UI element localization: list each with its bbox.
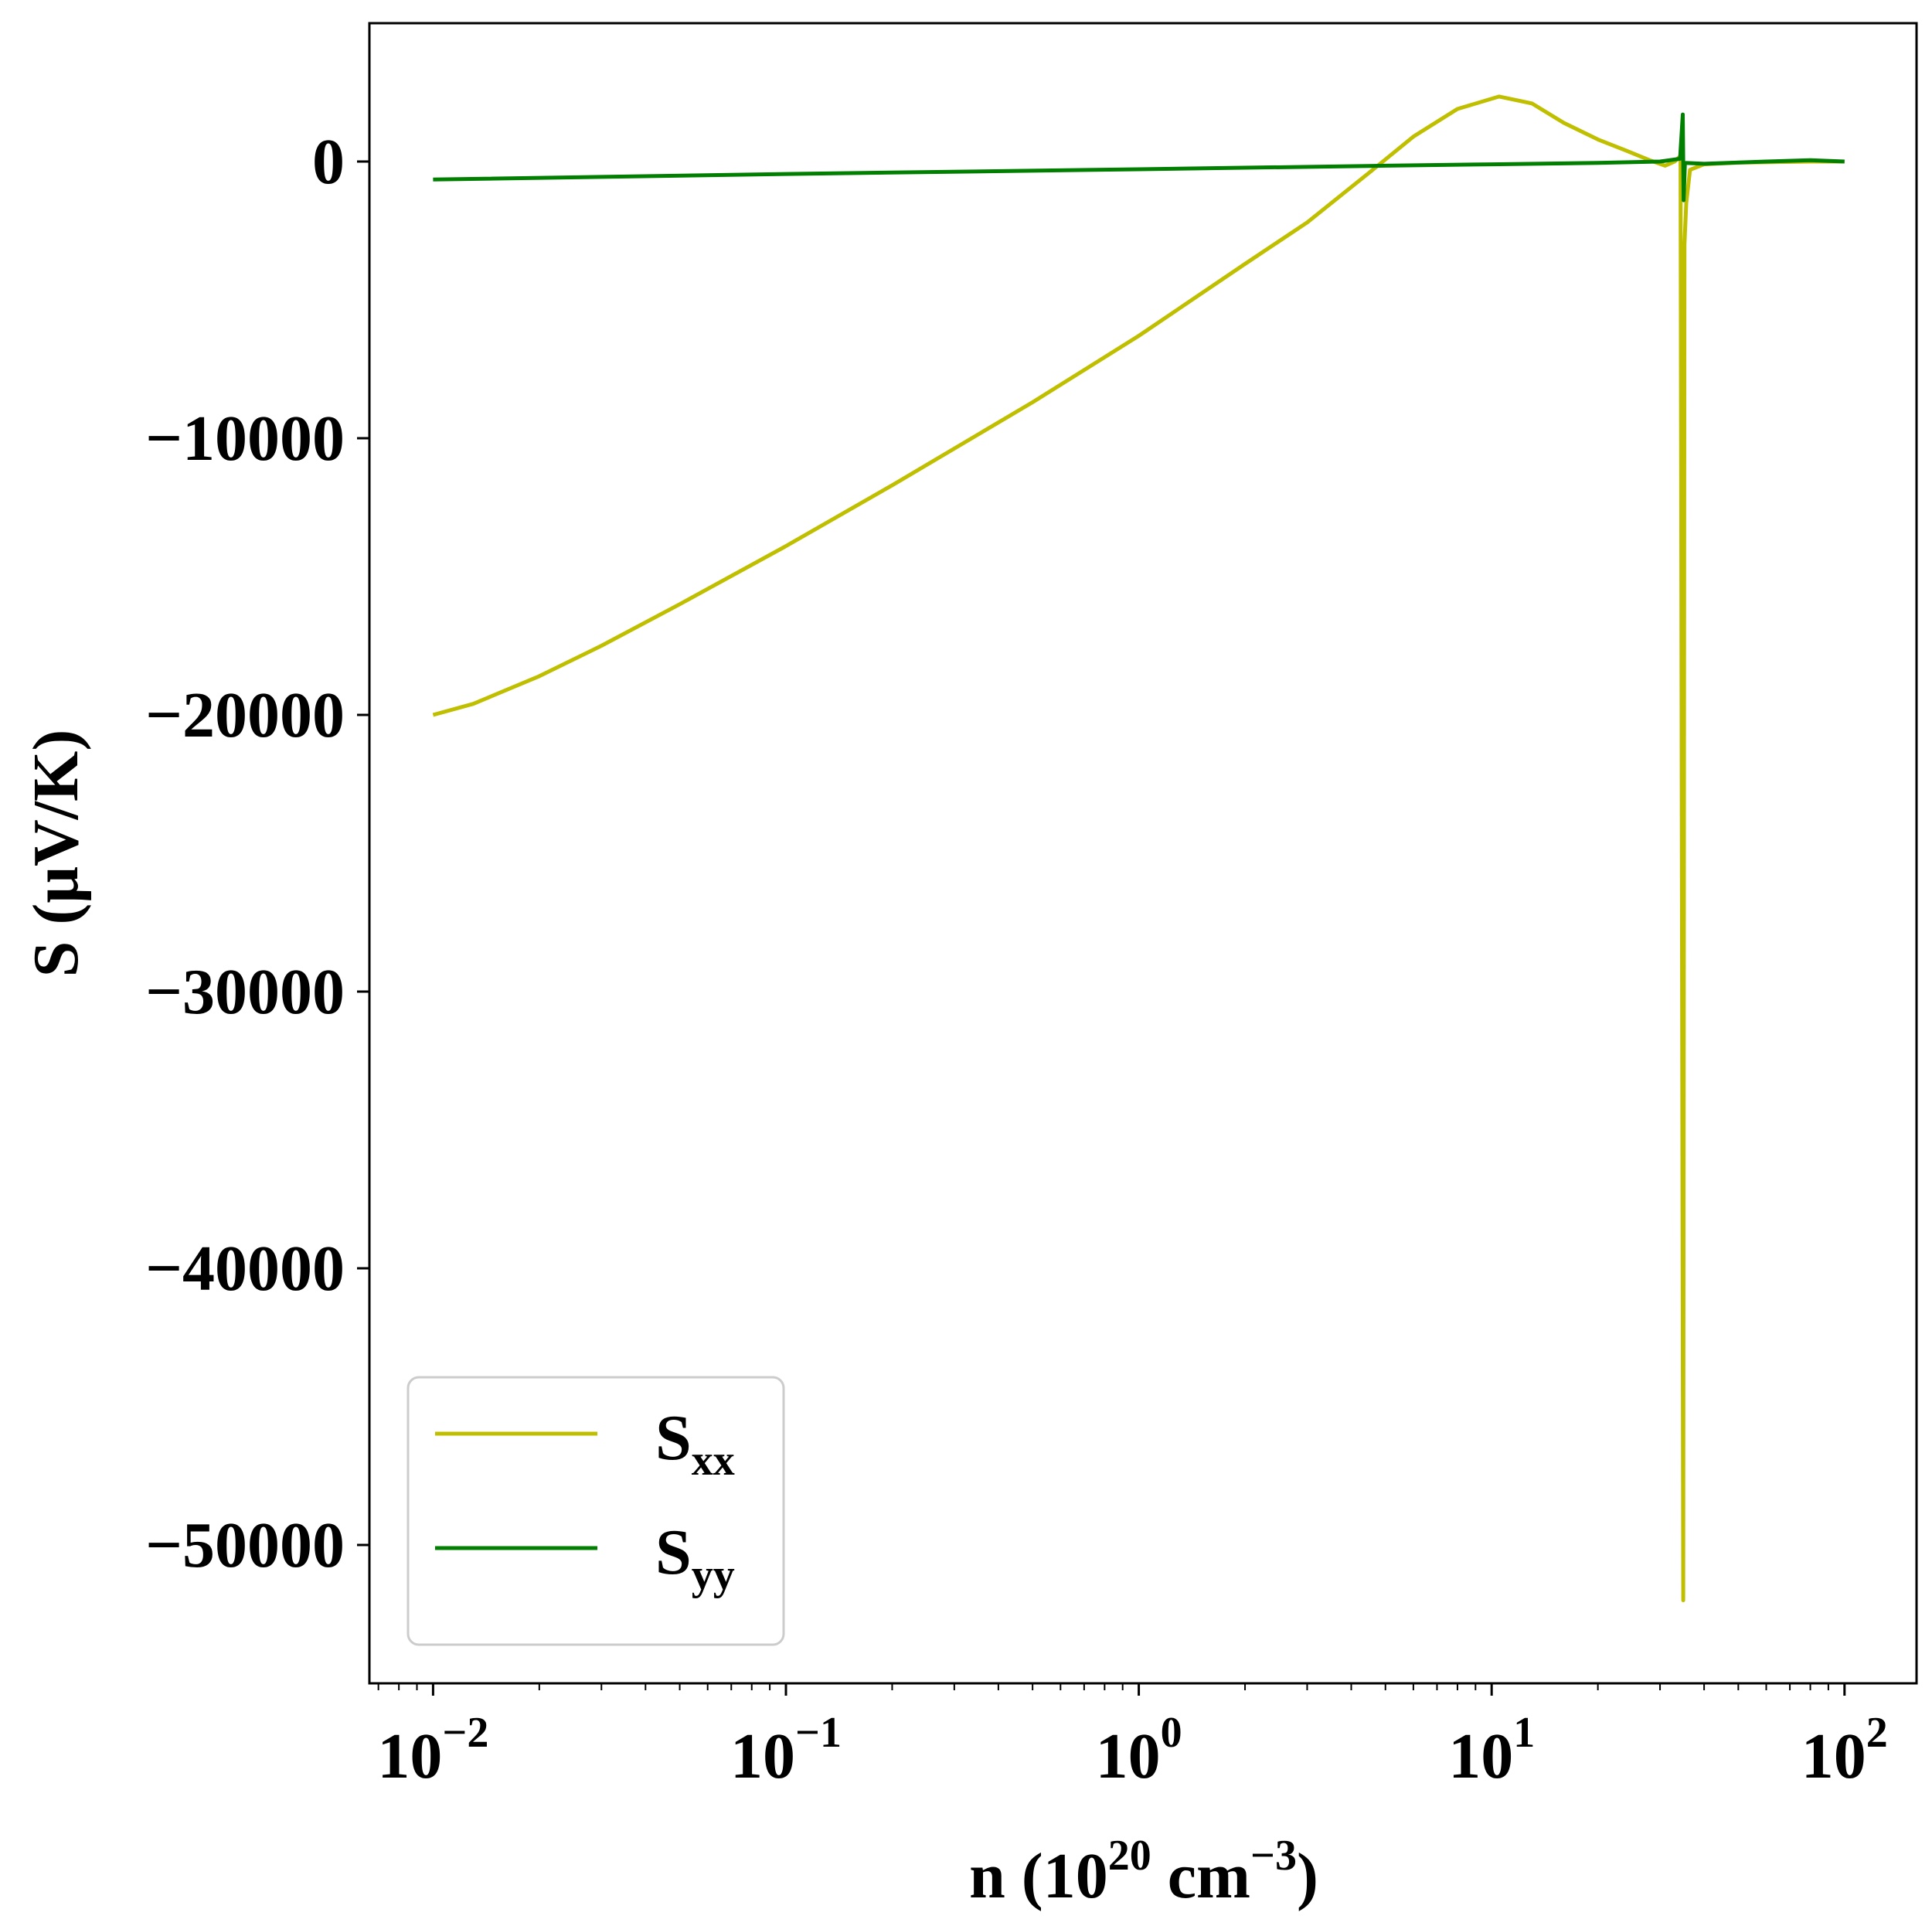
legend-label-sxx-sub: xx: [692, 1437, 735, 1485]
y-tick-label: −20000: [145, 679, 345, 751]
legend-label-sxx-base: S: [655, 1402, 692, 1474]
y-tick-label: −30000: [145, 956, 345, 1028]
y-tick-label: −40000: [145, 1233, 345, 1305]
x-axis-label-exp1: 20: [1108, 1832, 1151, 1880]
legend-label-sxx: Sxx: [655, 1402, 735, 1485]
x-tick-label-exp: −2: [442, 1709, 488, 1757]
series-line-yy: [433, 112, 1845, 202]
x-axis-label-base: n (10: [969, 1840, 1108, 1912]
legend-label-syy: Syy: [655, 1516, 735, 1599]
legend: Sxx Syy: [406, 1376, 785, 1646]
x-axis-label-exp2: −3: [1250, 1832, 1297, 1880]
x-tick-label-base: 10: [1448, 1720, 1513, 1792]
x-tick-label-exp: 2: [1866, 1709, 1888, 1757]
x-axis-label: n (1020 cm−3): [969, 1832, 1318, 1912]
x-tick-label-exp: 0: [1161, 1709, 1182, 1757]
x-axis-label-end: ): [1297, 1840, 1318, 1912]
x-axis-ticks: 10−2 10−1 100 101 102: [377, 1683, 1888, 1792]
x-tick-label: 10−1: [730, 1709, 842, 1792]
y-tick-label: −50000: [145, 1509, 345, 1581]
x-tick-label: 10−2: [377, 1709, 488, 1792]
y-tick-label: 0: [312, 126, 345, 198]
y-tick-label: −10000: [145, 403, 345, 475]
legend-label-syy-base: S: [655, 1516, 692, 1588]
x-tick-label-base: 10: [730, 1720, 795, 1792]
legend-box: [406, 1376, 785, 1646]
x-tick-label-exp: 1: [1513, 1709, 1535, 1757]
x-tick-label-base: 10: [1096, 1720, 1161, 1792]
series-lines: [432, 94, 1845, 1603]
legend-label-syy-sub: yy: [692, 1551, 735, 1599]
series-line-xx: [432, 94, 1845, 1603]
y-axis-label: S (μV/K): [20, 730, 92, 978]
y-axis-ticks: 0 −10000 −20000 −30000 −40000 −50000: [145, 126, 369, 1581]
x-tick-label: 101: [1448, 1709, 1535, 1792]
x-tick-label-base: 10: [377, 1720, 442, 1792]
x-axis-label-mid: cm: [1151, 1840, 1250, 1912]
x-tick-label-exp: −1: [795, 1709, 842, 1757]
x-tick-label-base: 10: [1801, 1720, 1866, 1792]
x-tick-label: 102: [1801, 1709, 1888, 1792]
x-tick-label: 100: [1096, 1709, 1182, 1792]
